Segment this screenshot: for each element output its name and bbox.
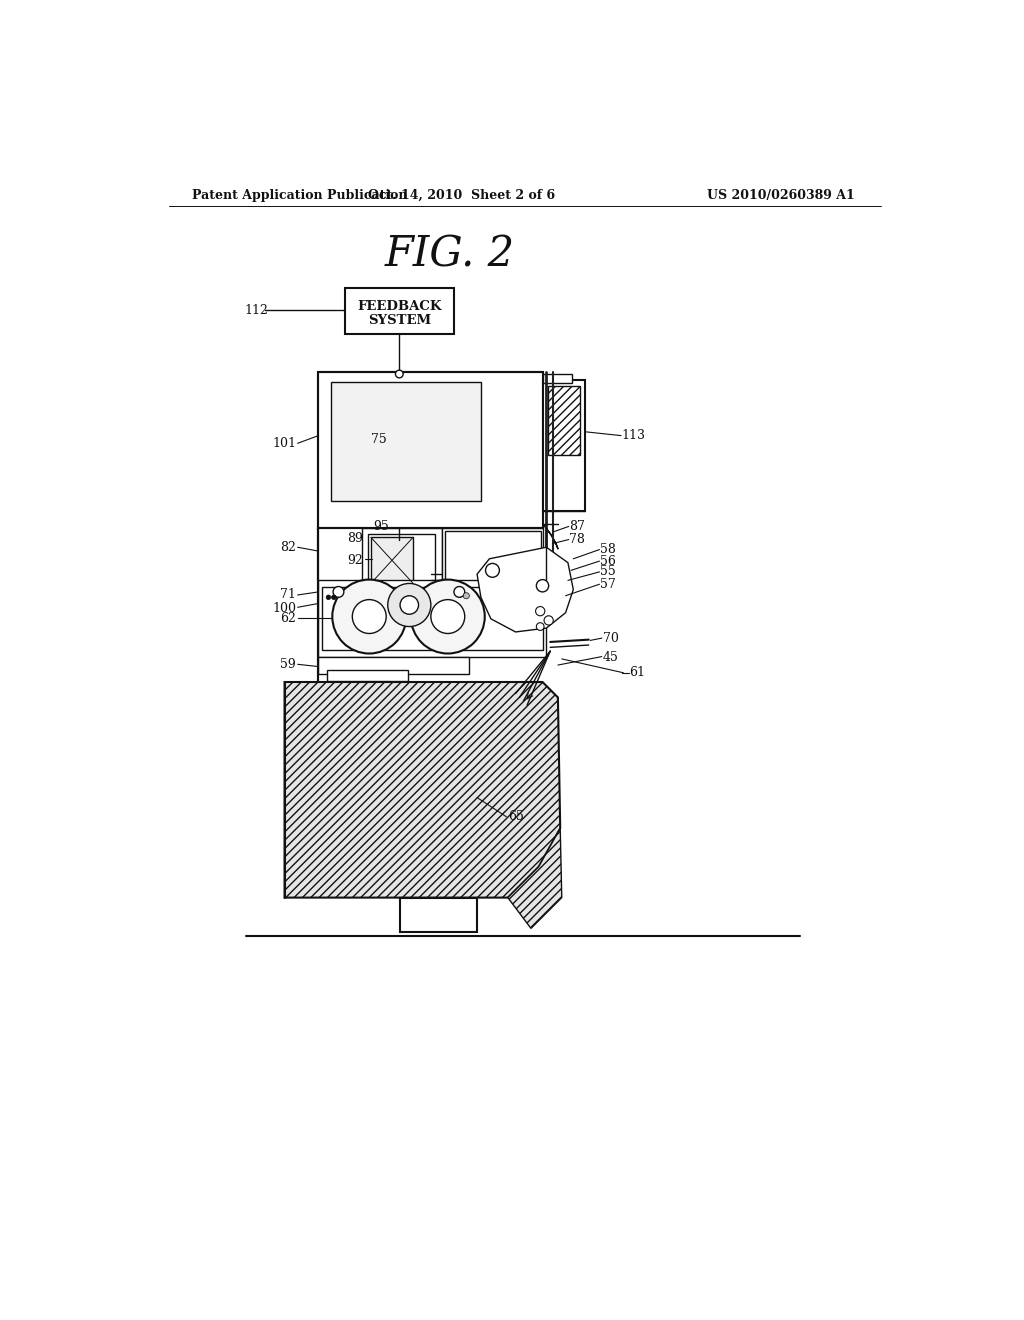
Bar [331, 381, 481, 502]
Text: 58: 58 [600, 543, 616, 556]
Circle shape [388, 583, 431, 627]
Text: 95: 95 [373, 520, 388, 533]
Text: 45: 45 [602, 651, 618, 664]
Circle shape [537, 623, 544, 631]
Circle shape [411, 579, 484, 653]
Circle shape [485, 564, 500, 577]
Polygon shape [285, 682, 560, 898]
Bar [371, 537, 413, 583]
Circle shape [400, 595, 419, 614]
Text: 55: 55 [600, 565, 616, 578]
Bar [400, 898, 477, 932]
Text: SYSTEM: SYSTEM [368, 314, 431, 327]
Text: 62: 62 [281, 611, 296, 624]
Circle shape [352, 599, 386, 634]
Text: 89: 89 [347, 532, 364, 545]
Text: 70: 70 [602, 631, 618, 644]
Circle shape [332, 595, 336, 599]
Bar [548, 385, 581, 455]
Circle shape [333, 586, 344, 598]
Text: 112: 112 [245, 304, 268, 317]
Text: Patent Application Publication: Patent Application Publication [193, 189, 408, 202]
Bar [318, 657, 469, 675]
Circle shape [544, 615, 553, 626]
Circle shape [431, 599, 465, 634]
Text: 75: 75 [371, 433, 386, 446]
Text: 78: 78 [569, 533, 586, 546]
Circle shape [326, 595, 331, 599]
Bar [442, 528, 543, 597]
Text: 100: 100 [272, 602, 296, 615]
Bar [322, 586, 544, 649]
Bar [327, 671, 408, 681]
Text: 65: 65 [508, 810, 523, 824]
Text: 56: 56 [600, 554, 616, 568]
Bar [368, 535, 435, 589]
Text: FIG. 2: FIG. 2 [385, 234, 515, 276]
Bar [444, 531, 541, 595]
Text: Oct. 14, 2010  Sheet 2 of 6: Oct. 14, 2010 Sheet 2 of 6 [368, 189, 555, 202]
Text: 67: 67 [416, 601, 432, 612]
Text: 92: 92 [347, 554, 364, 566]
Circle shape [463, 593, 469, 599]
Text: US 2010/0260389 A1: US 2010/0260389 A1 [707, 189, 854, 202]
Bar [361, 528, 442, 594]
Circle shape [333, 579, 407, 653]
Circle shape [537, 579, 549, 591]
Bar [345, 288, 454, 334]
Bar [318, 372, 543, 528]
Polygon shape [508, 829, 562, 928]
Text: 71: 71 [281, 589, 296, 602]
Text: 82: 82 [281, 541, 296, 554]
Bar [543, 380, 585, 511]
Text: 57: 57 [600, 578, 616, 591]
Circle shape [454, 586, 465, 598]
Text: 87: 87 [569, 520, 586, 533]
Text: 113: 113 [622, 429, 646, 442]
Bar [318, 581, 546, 657]
Text: 61: 61 [630, 667, 645, 680]
Text: 101: 101 [272, 437, 296, 450]
Text: 59: 59 [281, 657, 296, 671]
Text: FEEDBACK: FEEDBACK [357, 300, 441, 313]
Bar [543, 374, 571, 383]
Circle shape [395, 370, 403, 378]
Polygon shape [477, 548, 573, 632]
Circle shape [536, 607, 545, 616]
